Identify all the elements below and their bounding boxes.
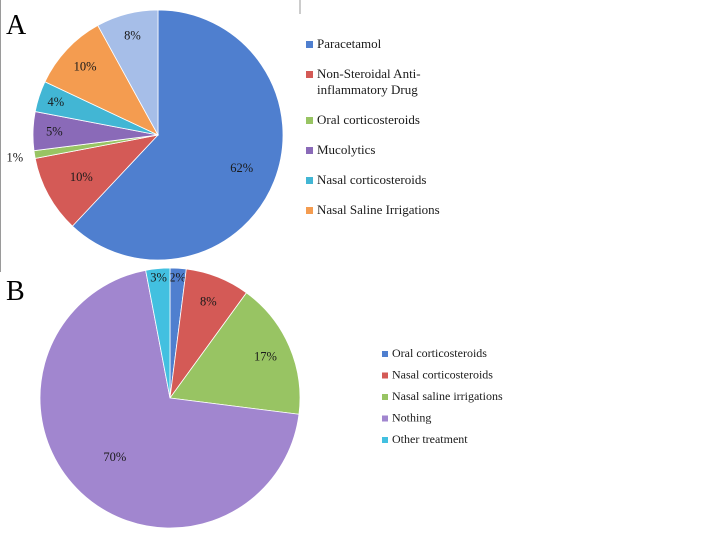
pie-b-slice-other-treatment bbox=[145, 267, 171, 399]
legend-label: Mucolytics bbox=[317, 142, 376, 157]
pie-a-data-label: 62% bbox=[230, 161, 253, 175]
pie-b-data-label: 3% bbox=[150, 271, 167, 285]
legend-swatch bbox=[306, 41, 313, 48]
legend-a: Paracetamol Non-Steroidal Anti-inflammato… bbox=[306, 36, 440, 217]
pie-a-slice-paracetamol bbox=[71, 9, 284, 261]
legend-label: Paracetamol bbox=[317, 36, 382, 51]
legend-label: Nasal corticosteroids bbox=[317, 172, 426, 187]
legend-swatch bbox=[382, 437, 388, 443]
panel-a-letter: A bbox=[6, 10, 27, 41]
pie-a-slice-unlabeled bbox=[97, 9, 159, 136]
legend-label: Nasal corticosteroids bbox=[392, 368, 493, 382]
pie-a-data-label: 10% bbox=[70, 170, 93, 184]
legend-label: Nasal Saline Irrigations bbox=[317, 202, 440, 217]
legend-label: Nasal saline irrigations bbox=[392, 389, 503, 403]
pie-b-slice-nothing bbox=[39, 269, 300, 529]
pie-b-data-label: 70% bbox=[103, 450, 126, 464]
pie-b-data-label: 2% bbox=[169, 270, 186, 284]
legend-swatch bbox=[306, 117, 313, 124]
pie-a-data-label: 1% bbox=[6, 151, 23, 165]
pie-a-data-label: 4% bbox=[47, 95, 64, 109]
legend-swatch bbox=[306, 71, 313, 78]
legend-swatch bbox=[382, 415, 388, 422]
legend-swatch bbox=[306, 207, 313, 214]
legend-swatch bbox=[382, 394, 388, 400]
legend-swatch bbox=[306, 177, 313, 184]
legend-b: Oral corticosteroids Nasal corticosteroid… bbox=[382, 346, 503, 446]
legend-label: Other treatment bbox=[392, 432, 468, 446]
legend-swatch bbox=[382, 351, 388, 357]
pie-a-slice-non-steroidal-anti-inflammatory-drug bbox=[34, 134, 160, 227]
legend-label-continued: inflammatory Drug bbox=[317, 82, 418, 97]
pie-b-data-label: 17% bbox=[254, 350, 277, 364]
panel-b-letter: B bbox=[6, 276, 25, 307]
pie-a-data-label: 8% bbox=[124, 29, 141, 43]
pie-chart-b: 2% 8% 17% 70% 3% bbox=[39, 267, 301, 529]
pie-a-slice-nasal-saline-irrigations bbox=[44, 24, 159, 136]
pie-b-slice-nasal-saline-irrigations bbox=[169, 292, 301, 415]
legend-swatch bbox=[382, 372, 388, 379]
legend-label: Non-Steroidal Anti- bbox=[317, 66, 421, 81]
pie-chart-a: 62% 10% 1% 5% 4% 10% 8% bbox=[6, 9, 284, 261]
pie-a-data-label: 10% bbox=[74, 60, 97, 74]
pie-a-data-label: 5% bbox=[46, 125, 63, 139]
legend-label: Oral corticosteroids bbox=[317, 112, 420, 127]
legend-label: Oral corticosteroids bbox=[392, 346, 487, 360]
pie-b-data-label: 8% bbox=[200, 294, 217, 308]
legend-swatch bbox=[306, 147, 313, 154]
legend-label: Nothing bbox=[392, 411, 431, 425]
